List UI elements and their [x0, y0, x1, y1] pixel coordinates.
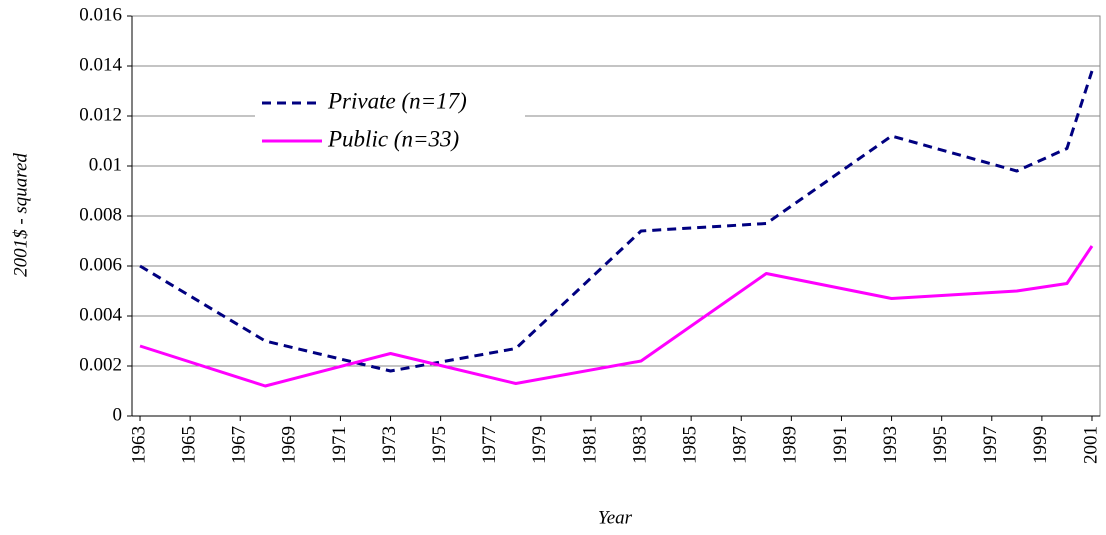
x-tick-label: 1975: [429, 426, 450, 464]
y-tick-label: 0.014: [79, 54, 122, 75]
x-tick-label: 1995: [930, 426, 951, 464]
x-tick-label: 1983: [629, 426, 650, 464]
y-tick-label: 0: [113, 404, 123, 425]
x-tick-label: 1977: [479, 426, 500, 464]
x-tick-label: 1991: [830, 426, 851, 464]
y-tick-label: 0.002: [79, 354, 122, 375]
x-axis-title: Year: [598, 507, 633, 528]
series-line: [139, 245, 1094, 388]
y-tick-label: 0.016: [79, 4, 122, 25]
y-tick-label: 0.01: [89, 154, 122, 175]
y-tick-label: 0.008: [79, 204, 122, 225]
x-tick-label: 1981: [579, 426, 600, 464]
legend-box: [255, 84, 525, 158]
series-line: [139, 70, 1094, 373]
x-tick-label: 1979: [529, 426, 550, 464]
y-tick-label: 0.004: [79, 304, 122, 325]
x-tick-label: 1987: [730, 426, 751, 464]
x-tick-label: 1971: [329, 426, 350, 464]
x-tick-label: 1999: [1030, 426, 1051, 464]
legend-label: Private (n=17): [327, 88, 467, 113]
y-tick-label: 0.012: [79, 104, 122, 125]
x-tick-label: 1967: [229, 426, 250, 464]
x-tick-label: 1989: [780, 426, 801, 464]
x-tick-label: 1963: [128, 426, 149, 464]
x-tick-label: 1969: [279, 426, 300, 464]
x-tick-label: 1997: [980, 426, 1001, 464]
x-tick-label: 1985: [680, 426, 701, 464]
x-tick-label: 1973: [379, 426, 400, 464]
x-tick-label: 2001: [1080, 426, 1101, 464]
legend-label: Public (n=33): [327, 126, 459, 151]
x-tick-label: 1965: [178, 426, 199, 464]
x-tick-label: 1993: [880, 426, 901, 464]
y-axis-title: 2001$ - squared: [10, 153, 31, 277]
y-tick-label: 0.006: [79, 254, 122, 275]
